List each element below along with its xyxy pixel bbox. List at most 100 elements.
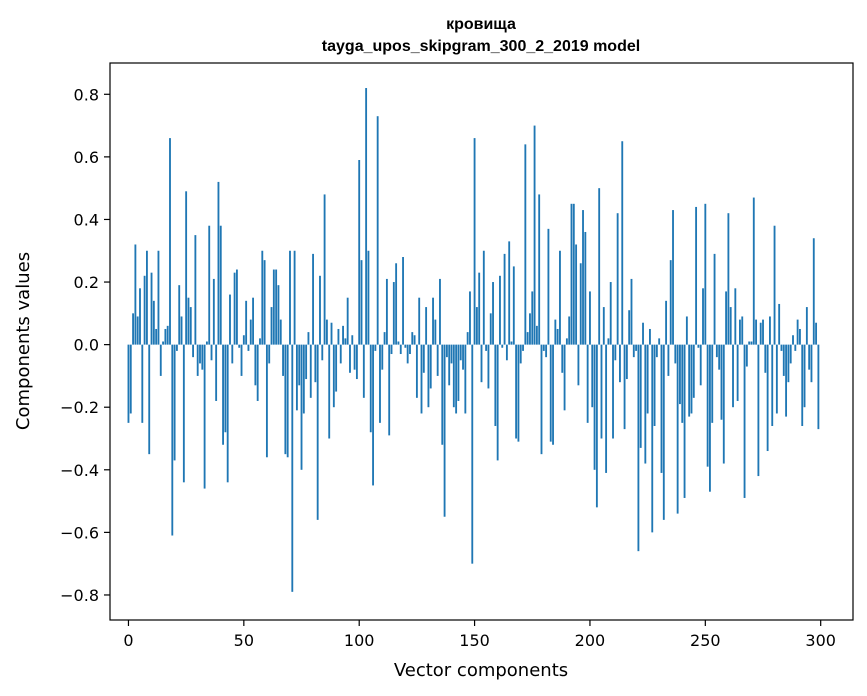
bar-74 xyxy=(298,344,301,386)
bar-97 xyxy=(351,335,354,345)
x-tick-label-2: 100 xyxy=(344,631,375,650)
bar-201 xyxy=(591,344,594,408)
bar-103 xyxy=(365,88,368,345)
x-tick-label-4: 200 xyxy=(575,631,606,650)
bar-48 xyxy=(238,344,241,348)
bar-20 xyxy=(173,344,176,461)
bar-144 xyxy=(459,344,462,361)
y-tick-label-1: −0.6 xyxy=(60,523,99,542)
bar-221 xyxy=(637,344,640,552)
bar-105 xyxy=(369,344,372,433)
bar-15 xyxy=(162,341,164,345)
bar-243 xyxy=(688,344,691,417)
bar-38 xyxy=(215,344,218,401)
x-axis-label: Vector components xyxy=(394,660,568,681)
bar-277 xyxy=(766,344,769,452)
bar-172 xyxy=(524,144,527,345)
bar-58 xyxy=(261,250,264,345)
bar-257 xyxy=(720,344,723,420)
bar-30 xyxy=(196,344,199,376)
bar-108 xyxy=(376,116,379,345)
bar-178 xyxy=(538,194,541,345)
bar-170 xyxy=(519,344,522,364)
bar-251 xyxy=(706,344,709,467)
bar-63 xyxy=(272,269,275,345)
bar-278 xyxy=(769,316,771,345)
bars-group xyxy=(127,88,820,592)
bar-40 xyxy=(219,225,222,345)
bar-211 xyxy=(614,344,617,361)
bar-198 xyxy=(584,231,587,345)
bar-266 xyxy=(741,316,744,345)
bar-142 xyxy=(455,344,458,414)
bar-99 xyxy=(355,344,358,380)
bar-188 xyxy=(561,344,564,373)
y-tick-label-8: 0.8 xyxy=(74,85,99,104)
bar-44 xyxy=(229,294,231,345)
bar-2 xyxy=(132,313,134,345)
bar-35 xyxy=(208,225,211,345)
bar-53 xyxy=(249,319,252,345)
chart-title-line-1: кровища xyxy=(446,16,516,33)
bar-299 xyxy=(817,344,820,430)
bar-212 xyxy=(616,213,619,345)
bar-46 xyxy=(233,272,236,345)
bar-96 xyxy=(349,344,351,373)
bar-270 xyxy=(750,341,753,345)
bar-28 xyxy=(192,344,194,358)
x-tick-label-5: 250 xyxy=(690,631,721,650)
bar-186 xyxy=(556,328,559,345)
bar-123 xyxy=(411,332,414,345)
bar-284 xyxy=(782,344,785,376)
bar-258 xyxy=(722,344,725,464)
bar-193 xyxy=(572,203,575,345)
bar-239 xyxy=(679,344,681,405)
bar-259 xyxy=(725,291,728,345)
bar-72 xyxy=(293,250,296,345)
bar-89 xyxy=(332,344,335,408)
bar-62 xyxy=(270,307,273,345)
bar-25 xyxy=(185,191,188,345)
bar-126 xyxy=(418,297,421,345)
bar-42 xyxy=(224,344,227,433)
bar-21 xyxy=(175,344,178,351)
bar-267 xyxy=(743,344,746,498)
bar-119 xyxy=(402,257,404,345)
bar-245 xyxy=(692,344,695,398)
bar-29 xyxy=(194,235,197,345)
bar-214 xyxy=(621,141,624,345)
bar-283 xyxy=(780,344,783,351)
bar-159 xyxy=(494,344,497,426)
bar-52 xyxy=(247,344,250,351)
bar-162 xyxy=(501,344,504,348)
bar-140 xyxy=(450,344,453,364)
bar-149 xyxy=(471,344,474,564)
bar-297 xyxy=(812,238,815,345)
bar-19 xyxy=(171,344,174,536)
x-tick-label-0: 0 xyxy=(123,631,133,650)
bar-182 xyxy=(547,228,550,345)
bar-272 xyxy=(755,319,758,345)
bar-224 xyxy=(644,344,647,464)
bar-252 xyxy=(709,344,711,492)
bar-110 xyxy=(381,344,384,370)
bar-235 xyxy=(669,260,672,345)
bar-129 xyxy=(425,307,428,345)
bar-287 xyxy=(789,344,792,364)
bar-203 xyxy=(595,344,598,508)
bar-64 xyxy=(275,269,278,345)
bar-5 xyxy=(139,288,141,345)
bar-55 xyxy=(254,344,257,386)
bar-113 xyxy=(388,344,391,436)
bar-229 xyxy=(655,344,658,358)
bar-208 xyxy=(607,338,610,345)
bar-27 xyxy=(189,307,192,345)
bar-190 xyxy=(565,338,568,345)
bar-290 xyxy=(796,319,799,345)
bar-241 xyxy=(683,344,686,498)
bar-161 xyxy=(499,275,501,345)
bar-91 xyxy=(337,328,340,345)
bar-136 xyxy=(441,344,444,445)
bar-269 xyxy=(748,341,751,345)
